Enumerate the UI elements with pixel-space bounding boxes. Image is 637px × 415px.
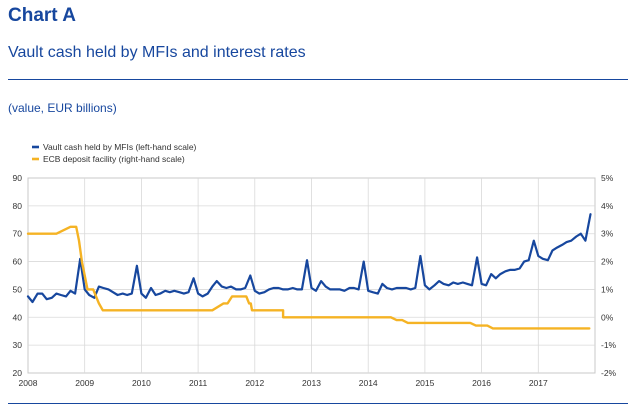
x-tick-label: 2012 <box>245 378 264 388</box>
left-tick-label: 30 <box>13 340 23 350</box>
right-tick-label: 4% <box>601 201 614 211</box>
left-tick-label: 40 <box>13 312 23 322</box>
x-tick-label: 2009 <box>75 378 94 388</box>
x-tick-label: 2011 <box>189 378 208 388</box>
chart-title: Vault cash held by MFIs and interest rat… <box>8 44 306 61</box>
left-tick-label: 20 <box>13 368 23 378</box>
right-tick-label: 5% <box>601 173 614 183</box>
axes: 20 30 40 50 60 70 80 90 -2% -1% 0% 1% 2% 3% 4% 5% 2008 20… <box>13 173 617 388</box>
legend: Vault cash held by MFIs (left-hand scale… <box>32 142 197 164</box>
right-tick-label: -2% <box>601 368 617 378</box>
left-tick-label: 50 <box>13 284 23 294</box>
series <box>26 213 592 330</box>
left-tick-label: 90 <box>13 173 23 183</box>
chart-label: Chart A <box>8 5 76 26</box>
left-tick-label: 60 <box>13 257 23 267</box>
right-tick-label: -1% <box>601 340 617 350</box>
title-divider <box>8 79 628 80</box>
right-tick-label: 0% <box>601 312 614 322</box>
right-tick-label: 3% <box>601 229 614 239</box>
bottom-divider <box>8 403 628 404</box>
right-tick-label: 1% <box>601 284 614 294</box>
x-tick-label: 2013 <box>302 378 321 388</box>
chart-subtitle: (value, EUR billions) <box>8 101 117 115</box>
grid <box>27 177 596 374</box>
series-line-vault-cash <box>26 213 592 304</box>
x-tick-label: 2008 <box>19 378 38 388</box>
x-tick-label: 2016 <box>472 378 491 388</box>
series-line-ecb-deposit <box>26 225 591 330</box>
left-tick-label: 70 <box>13 229 23 239</box>
x-tick-label: 2015 <box>415 378 434 388</box>
legend-label: ECB deposit facility (right-hand scale) <box>43 154 185 164</box>
x-tick-label: 2014 <box>359 378 378 388</box>
right-tick-label: 2% <box>601 257 614 267</box>
legend-label: Vault cash held by MFIs (left-hand scale… <box>43 142 197 152</box>
x-tick-label: 2010 <box>132 378 151 388</box>
left-tick-label: 80 <box>13 201 23 211</box>
x-tick-label: 2017 <box>529 378 548 388</box>
